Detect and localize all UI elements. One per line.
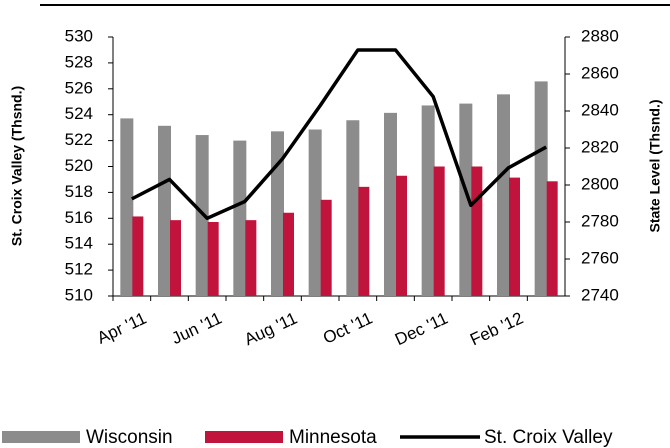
y-tick-label: 528 [65, 52, 93, 71]
y-tick-label: 524 [65, 104, 93, 123]
bar [509, 177, 520, 296]
y-tick-label: 526 [65, 78, 93, 97]
y-tick-label: 530 [65, 26, 93, 45]
bar [396, 175, 407, 296]
y-tick-label: 518 [65, 182, 93, 201]
bar [245, 220, 257, 296]
bar [433, 166, 445, 296]
y2-tick-label: 2800 [581, 174, 619, 193]
bar [346, 120, 360, 296]
x-tick-label: Oct '11 [320, 308, 375, 347]
x-tick-label: Feb '12 [467, 308, 526, 349]
y-tick-label: 516 [65, 208, 93, 227]
bar [207, 222, 219, 296]
bar [320, 199, 332, 296]
y-tick-label: 522 [65, 130, 93, 149]
y2-tick-label: 2760 [581, 248, 619, 267]
y2-tick-label: 2820 [581, 137, 619, 156]
legend-label: Minnesota [289, 427, 377, 448]
bar [308, 129, 322, 296]
bar [497, 94, 510, 296]
bar [283, 212, 294, 296]
x-tick-label: Jun '11 [169, 308, 225, 348]
y-tick-label: 514 [65, 234, 93, 253]
bar [421, 105, 435, 296]
y-axis-title: St. Croix Valley (Thsnd.) [9, 86, 25, 246]
x-tick-label: Apr '11 [94, 308, 149, 347]
y2-tick-label: 2880 [581, 26, 619, 45]
y2-tick-label: 2840 [581, 100, 619, 119]
bar [158, 125, 171, 296]
y-tick-label: 512 [65, 260, 93, 279]
x-tick-label: Dec '11 [392, 308, 451, 349]
bar [233, 140, 247, 296]
line [131, 48, 548, 221]
bar [459, 103, 473, 296]
legend-label: St. Croix Valley [484, 427, 613, 448]
legend-label: Wisconsin [86, 427, 173, 448]
bar [132, 216, 144, 296]
y2-tick-label: 2860 [581, 63, 619, 82]
y2-tick-label: 2780 [581, 211, 619, 230]
bar [120, 118, 134, 297]
y-tick-label: 510 [65, 285, 93, 304]
bar [534, 81, 548, 297]
legend-swatch [205, 431, 283, 443]
y2-axis-title: State Level (Thsnd.) [647, 99, 663, 232]
bar [546, 181, 558, 296]
y2-tick-label: 2740 [581, 285, 619, 304]
bar [471, 166, 483, 296]
y-tick-label: 520 [65, 156, 93, 175]
bar [358, 186, 370, 296]
x-tick-label: Aug '11 [241, 308, 300, 349]
legend-swatch [2, 431, 80, 443]
bar [271, 131, 284, 296]
bar [170, 220, 181, 296]
bar [384, 112, 397, 296]
